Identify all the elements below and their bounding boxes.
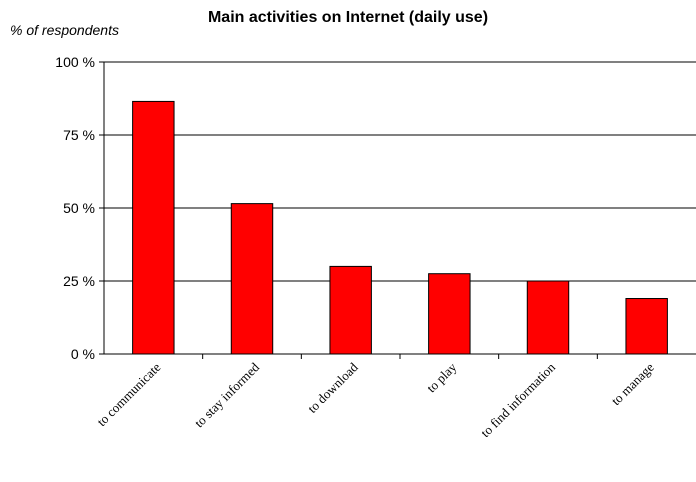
x-tick-label: to download xyxy=(304,359,361,416)
axes xyxy=(99,61,696,359)
bar xyxy=(329,265,372,355)
x-tick-labels: to communicate to stay informed to downloa… xyxy=(94,359,657,440)
bars xyxy=(132,100,668,355)
bar xyxy=(132,100,175,355)
y-tick-label: 100 % xyxy=(55,54,95,70)
y-tick-label: 75 % xyxy=(63,127,95,143)
x-tick-label: to stay informed xyxy=(191,359,262,430)
bar xyxy=(230,203,274,355)
x-tick-label: to communicate xyxy=(94,359,164,429)
bar xyxy=(428,273,471,355)
x-tick-label: to play xyxy=(424,359,460,395)
chart-title: Main activities on Internet (daily use) xyxy=(207,9,489,26)
x-tick-label: to manage xyxy=(608,359,657,408)
y-tick-labels: 0 % 25 % 50 % 75 % 100 % xyxy=(55,54,95,362)
bar xyxy=(625,298,668,355)
y-axis-label: % of respondents xyxy=(10,22,119,38)
y-tick-label: 25 % xyxy=(63,273,95,289)
gridlines xyxy=(104,61,696,282)
bar xyxy=(526,280,570,355)
y-tick-label: 50 % xyxy=(63,200,95,216)
x-tick-label: to find information xyxy=(478,359,559,440)
y-tick-label: 0 % xyxy=(71,346,95,362)
